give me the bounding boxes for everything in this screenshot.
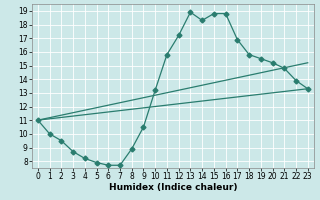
X-axis label: Humidex (Indice chaleur): Humidex (Indice chaleur) bbox=[108, 183, 237, 192]
